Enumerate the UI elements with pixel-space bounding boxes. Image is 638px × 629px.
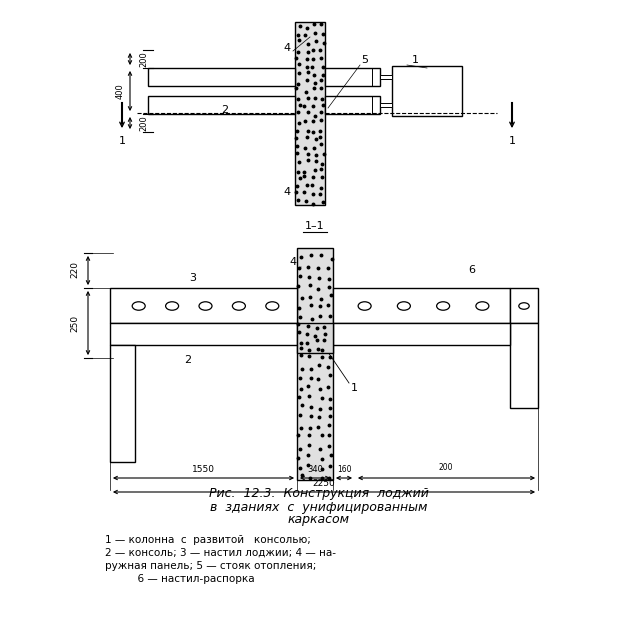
Bar (297, 323, 333, 353)
Ellipse shape (519, 303, 529, 309)
Bar (325, 96, 380, 114)
Ellipse shape (266, 302, 279, 310)
Text: 1: 1 (508, 136, 516, 146)
Ellipse shape (436, 302, 450, 310)
Bar (295, 22, 325, 205)
Bar (510, 323, 538, 408)
Text: 250: 250 (71, 314, 80, 331)
Bar (110, 288, 297, 323)
Bar (110, 323, 297, 345)
Text: 220: 220 (71, 262, 80, 279)
Text: 400: 400 (115, 83, 124, 99)
Text: 2: 2 (184, 355, 191, 365)
Text: ружная панель; 5 — стояк отопления;: ружная панель; 5 — стояк отопления; (105, 561, 316, 571)
Text: 1–1: 1–1 (305, 221, 325, 231)
Text: 1: 1 (350, 383, 357, 393)
Text: 6 — настил-распорка: 6 — настил-распорка (105, 574, 255, 584)
Ellipse shape (476, 302, 489, 310)
Ellipse shape (358, 302, 371, 310)
Ellipse shape (232, 302, 246, 310)
Ellipse shape (199, 302, 212, 310)
Bar (510, 288, 538, 323)
Text: каркасом: каркасом (288, 513, 350, 526)
Bar (392, 66, 462, 116)
Ellipse shape (166, 302, 179, 310)
Text: 2250: 2250 (313, 479, 336, 489)
Text: 200: 200 (140, 51, 149, 67)
Bar (333, 323, 510, 345)
Bar (148, 96, 295, 114)
Text: 1 — колонна  с  развитой   консолью;: 1 — колонна с развитой консолью; (105, 535, 311, 545)
Text: 6: 6 (468, 265, 475, 275)
Text: 4: 4 (283, 43, 290, 53)
Text: 200: 200 (140, 115, 149, 131)
Text: 1: 1 (412, 55, 419, 65)
Text: 3: 3 (189, 273, 197, 283)
Text: 200: 200 (439, 464, 453, 472)
Text: 1550: 1550 (191, 465, 214, 474)
Text: 4: 4 (283, 187, 290, 197)
Bar (380, 103, 392, 107)
Bar (110, 345, 135, 462)
Bar (333, 288, 510, 323)
Bar (148, 68, 295, 86)
Ellipse shape (397, 302, 410, 310)
Text: 160: 160 (337, 464, 352, 474)
Text: 1: 1 (119, 136, 126, 146)
Bar (297, 248, 333, 480)
Bar (325, 68, 380, 86)
Text: 4: 4 (290, 257, 297, 267)
Text: в  зданиях  с  унифицированным: в зданиях с унифицированным (211, 501, 427, 513)
Text: Рис.  12.3.  Конструкция  лоджий: Рис. 12.3. Конструкция лоджий (209, 487, 429, 501)
Bar (380, 75, 392, 79)
Text: 2 — консоль; 3 — настил лоджии; 4 — на-: 2 — консоль; 3 — настил лоджии; 4 — на- (105, 548, 336, 558)
Text: 5: 5 (362, 55, 369, 65)
Text: 340: 340 (307, 465, 323, 474)
Text: 2: 2 (221, 105, 228, 115)
Ellipse shape (132, 302, 145, 310)
